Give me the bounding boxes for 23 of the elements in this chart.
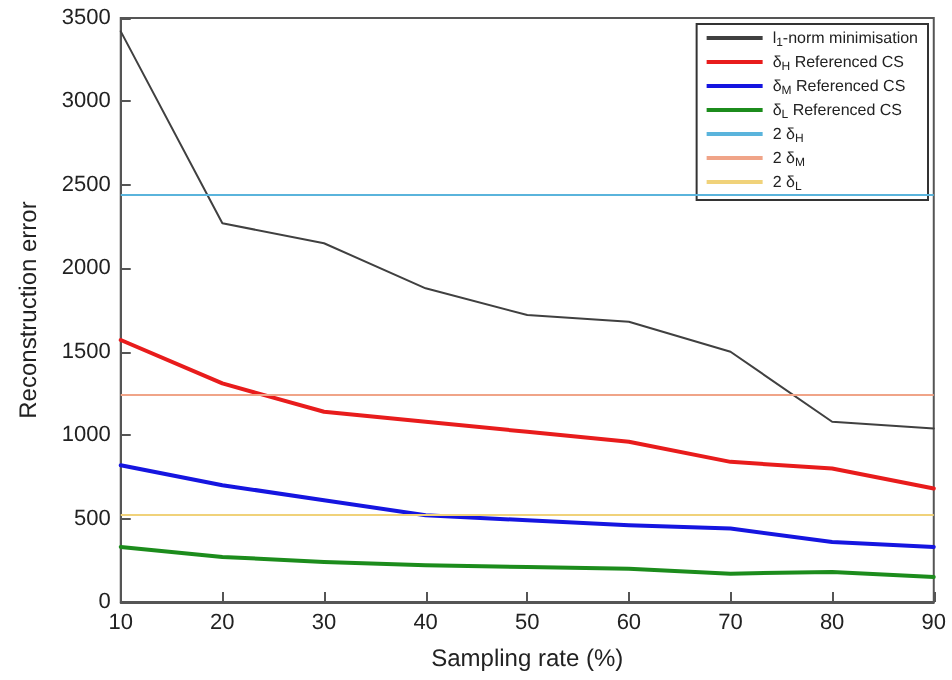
x-axis-title: Sampling rate (%) — [431, 644, 624, 672]
x-tick-label: 20 — [210, 611, 235, 635]
y-tick-label: 2000 — [61, 256, 111, 281]
x-tick-label: 80 — [819, 611, 845, 635]
y-tick-label: 3500 — [61, 6, 111, 30]
line-series — [119, 30, 935, 430]
y-tick-label: 2500 — [61, 172, 111, 197]
line-series — [118, 463, 936, 549]
x-tick-label: 60 — [616, 611, 642, 635]
line-series — [118, 544, 936, 579]
line-series — [118, 338, 936, 491]
x-tick-label: 30 — [311, 611, 337, 635]
y-tick-label: 3000 — [61, 89, 111, 114]
x-tick-label: 10 — [108, 611, 133, 635]
x-tick-label: 90 — [921, 611, 947, 635]
x-tick-label: 70 — [718, 611, 743, 635]
x-tick-label: 40 — [413, 611, 438, 635]
y-tick-label: 1500 — [61, 339, 111, 364]
y-tick-label: 1000 — [61, 423, 111, 448]
y-axis-title: Reconstruction error — [14, 201, 42, 419]
y-tick-label: 0 — [98, 590, 111, 614]
y-tick-label: 500 — [74, 506, 111, 531]
x-tick-label: 50 — [515, 611, 540, 635]
